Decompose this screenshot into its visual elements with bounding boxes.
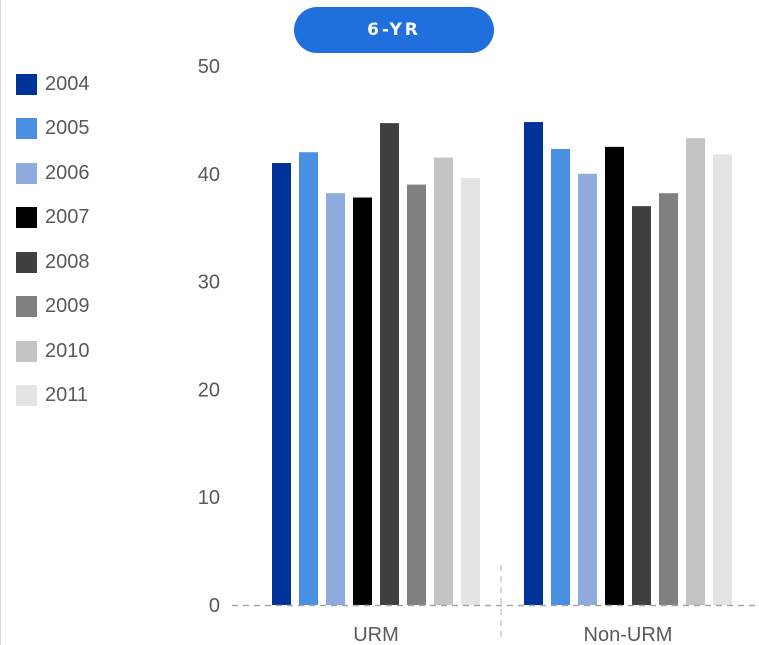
legend-label: 2006 (45, 161, 90, 184)
bar-2005-non-urm (551, 149, 570, 606)
legend-swatch (16, 385, 37, 407)
legend-item-2005: 2005 (16, 107, 90, 152)
legend-label: 2008 (45, 250, 90, 273)
legend-swatch (16, 118, 37, 140)
legend-swatch (16, 340, 37, 362)
chart-legend: 2004 2005 2006 2007 2008 2009 2010 2011 (16, 62, 90, 418)
y-tick-label: 40 (198, 164, 220, 186)
bar-2004-urm (272, 163, 291, 605)
bar-2010-non-urm (686, 138, 705, 605)
y-tick-label: 20 (198, 379, 220, 401)
y-tick-label: 30 (198, 272, 220, 294)
legend-item-2008: 2008 (16, 240, 90, 285)
legend-label: 2009 (45, 295, 90, 318)
legend-swatch (16, 207, 37, 229)
legend-item-2011: 2011 (16, 374, 90, 419)
legend-label: 2005 (45, 117, 90, 140)
x-category-label: URM (353, 624, 399, 645)
legend-item-2010: 2010 (16, 329, 90, 374)
bar-2010-urm (434, 157, 453, 605)
y-tick-label: 0 (209, 595, 220, 617)
legend-label: 2004 (45, 72, 90, 95)
left-border (0, 0, 1, 645)
y-tick-label: 50 (198, 56, 220, 78)
bar-2009-non-urm (659, 193, 678, 606)
legend-label: 2011 (45, 384, 89, 407)
legend-item-2007: 2007 (16, 196, 90, 241)
legend-swatch (16, 162, 37, 184)
bar-2007-non-urm (605, 146, 624, 605)
legend-swatch (16, 251, 37, 273)
x-category-label: Non-URM (584, 624, 673, 645)
bar-2011-urm (461, 178, 480, 605)
period-badge: 6-YR (294, 7, 494, 53)
legend-swatch (16, 73, 37, 95)
bar-2008-urm (380, 123, 399, 605)
bar-2005-urm (299, 152, 318, 606)
y-tick-label: 10 (198, 487, 220, 509)
legend-label: 2010 (45, 339, 90, 362)
bar-2008-non-urm (632, 206, 651, 605)
legend-swatch (16, 296, 37, 318)
bar-2004-non-urm (524, 122, 543, 605)
bar-2009-urm (407, 184, 426, 605)
bar-2006-non-urm (578, 173, 597, 606)
legend-item-2004: 2004 (16, 62, 90, 107)
legend-item-2009: 2009 (16, 285, 90, 330)
bar-2006-urm (326, 193, 345, 606)
bar-2011-non-urm (713, 154, 732, 605)
bar-2007-urm (353, 197, 372, 606)
legend-label: 2007 (45, 206, 90, 229)
legend-item-2006: 2006 (16, 151, 90, 196)
